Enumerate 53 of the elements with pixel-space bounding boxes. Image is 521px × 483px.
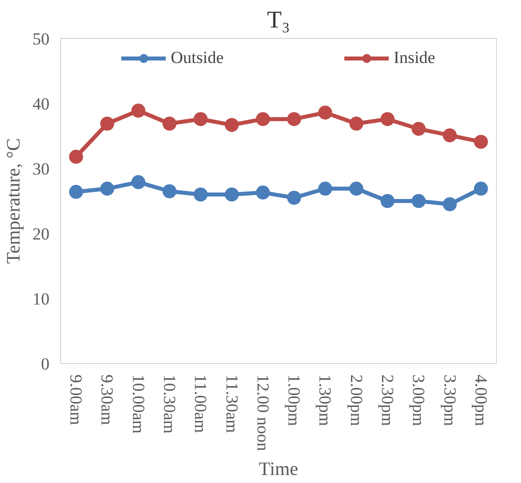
point — [380, 194, 394, 208]
x-tick-label: 9.00am — [66, 374, 86, 426]
x-tick-label: 1.30pm — [316, 374, 335, 426]
x-tick-label: 1.00pm — [284, 374, 304, 426]
x-tick-label: 9.30am — [98, 374, 117, 426]
point — [442, 128, 457, 142]
x-tick-label: 12.00 noon — [253, 374, 272, 452]
point — [474, 182, 488, 196]
y-tick-label: 0 — [41, 354, 50, 374]
x-tick-label: 2.00pm — [346, 374, 366, 426]
point — [194, 188, 208, 202]
point — [194, 112, 208, 126]
x-tick-label: 11.00am — [191, 374, 210, 433]
point — [131, 175, 146, 190]
point — [100, 182, 114, 196]
x-tick-label: 2.30pm — [378, 374, 397, 426]
y-tick-label: 20 — [32, 224, 50, 244]
x-tick-label: 11.30am — [222, 374, 242, 433]
point — [318, 182, 332, 196]
point — [69, 150, 84, 164]
point — [162, 116, 176, 131]
point — [69, 184, 84, 199]
point — [162, 184, 176, 198]
legend-label: Inside — [394, 48, 436, 68]
point — [131, 104, 146, 118]
point — [256, 186, 270, 200]
x-tick-label: 3.30pm — [440, 374, 460, 426]
point — [100, 116, 114, 131]
y-tick-label: 10 — [32, 290, 50, 308]
point — [318, 106, 332, 120]
y-axis-title: Temperature, °C — [4, 138, 24, 264]
point — [287, 190, 302, 205]
point — [380, 112, 394, 126]
point — [224, 118, 239, 132]
x-axis-title: Time — [258, 459, 298, 480]
x-tick-label: 10.00am — [128, 374, 148, 434]
point — [256, 112, 270, 126]
y-tick-label: 40 — [32, 94, 50, 114]
point — [287, 112, 302, 126]
point — [412, 194, 426, 208]
x-tick-label: 10.30am — [160, 374, 179, 434]
x-tick-label: 3.00pm — [409, 374, 428, 426]
legend-label: Outside — [170, 48, 224, 68]
y-tick-label: 50 — [32, 30, 50, 48]
point — [412, 122, 426, 136]
point — [349, 116, 364, 131]
point — [224, 188, 239, 202]
point — [442, 197, 457, 212]
point — [349, 182, 364, 196]
y-tick-label: 30 — [32, 160, 50, 178]
chart-title: T₃ — [266, 8, 290, 34]
x-tick-label: 4.00pm — [471, 374, 490, 426]
point — [474, 134, 488, 149]
